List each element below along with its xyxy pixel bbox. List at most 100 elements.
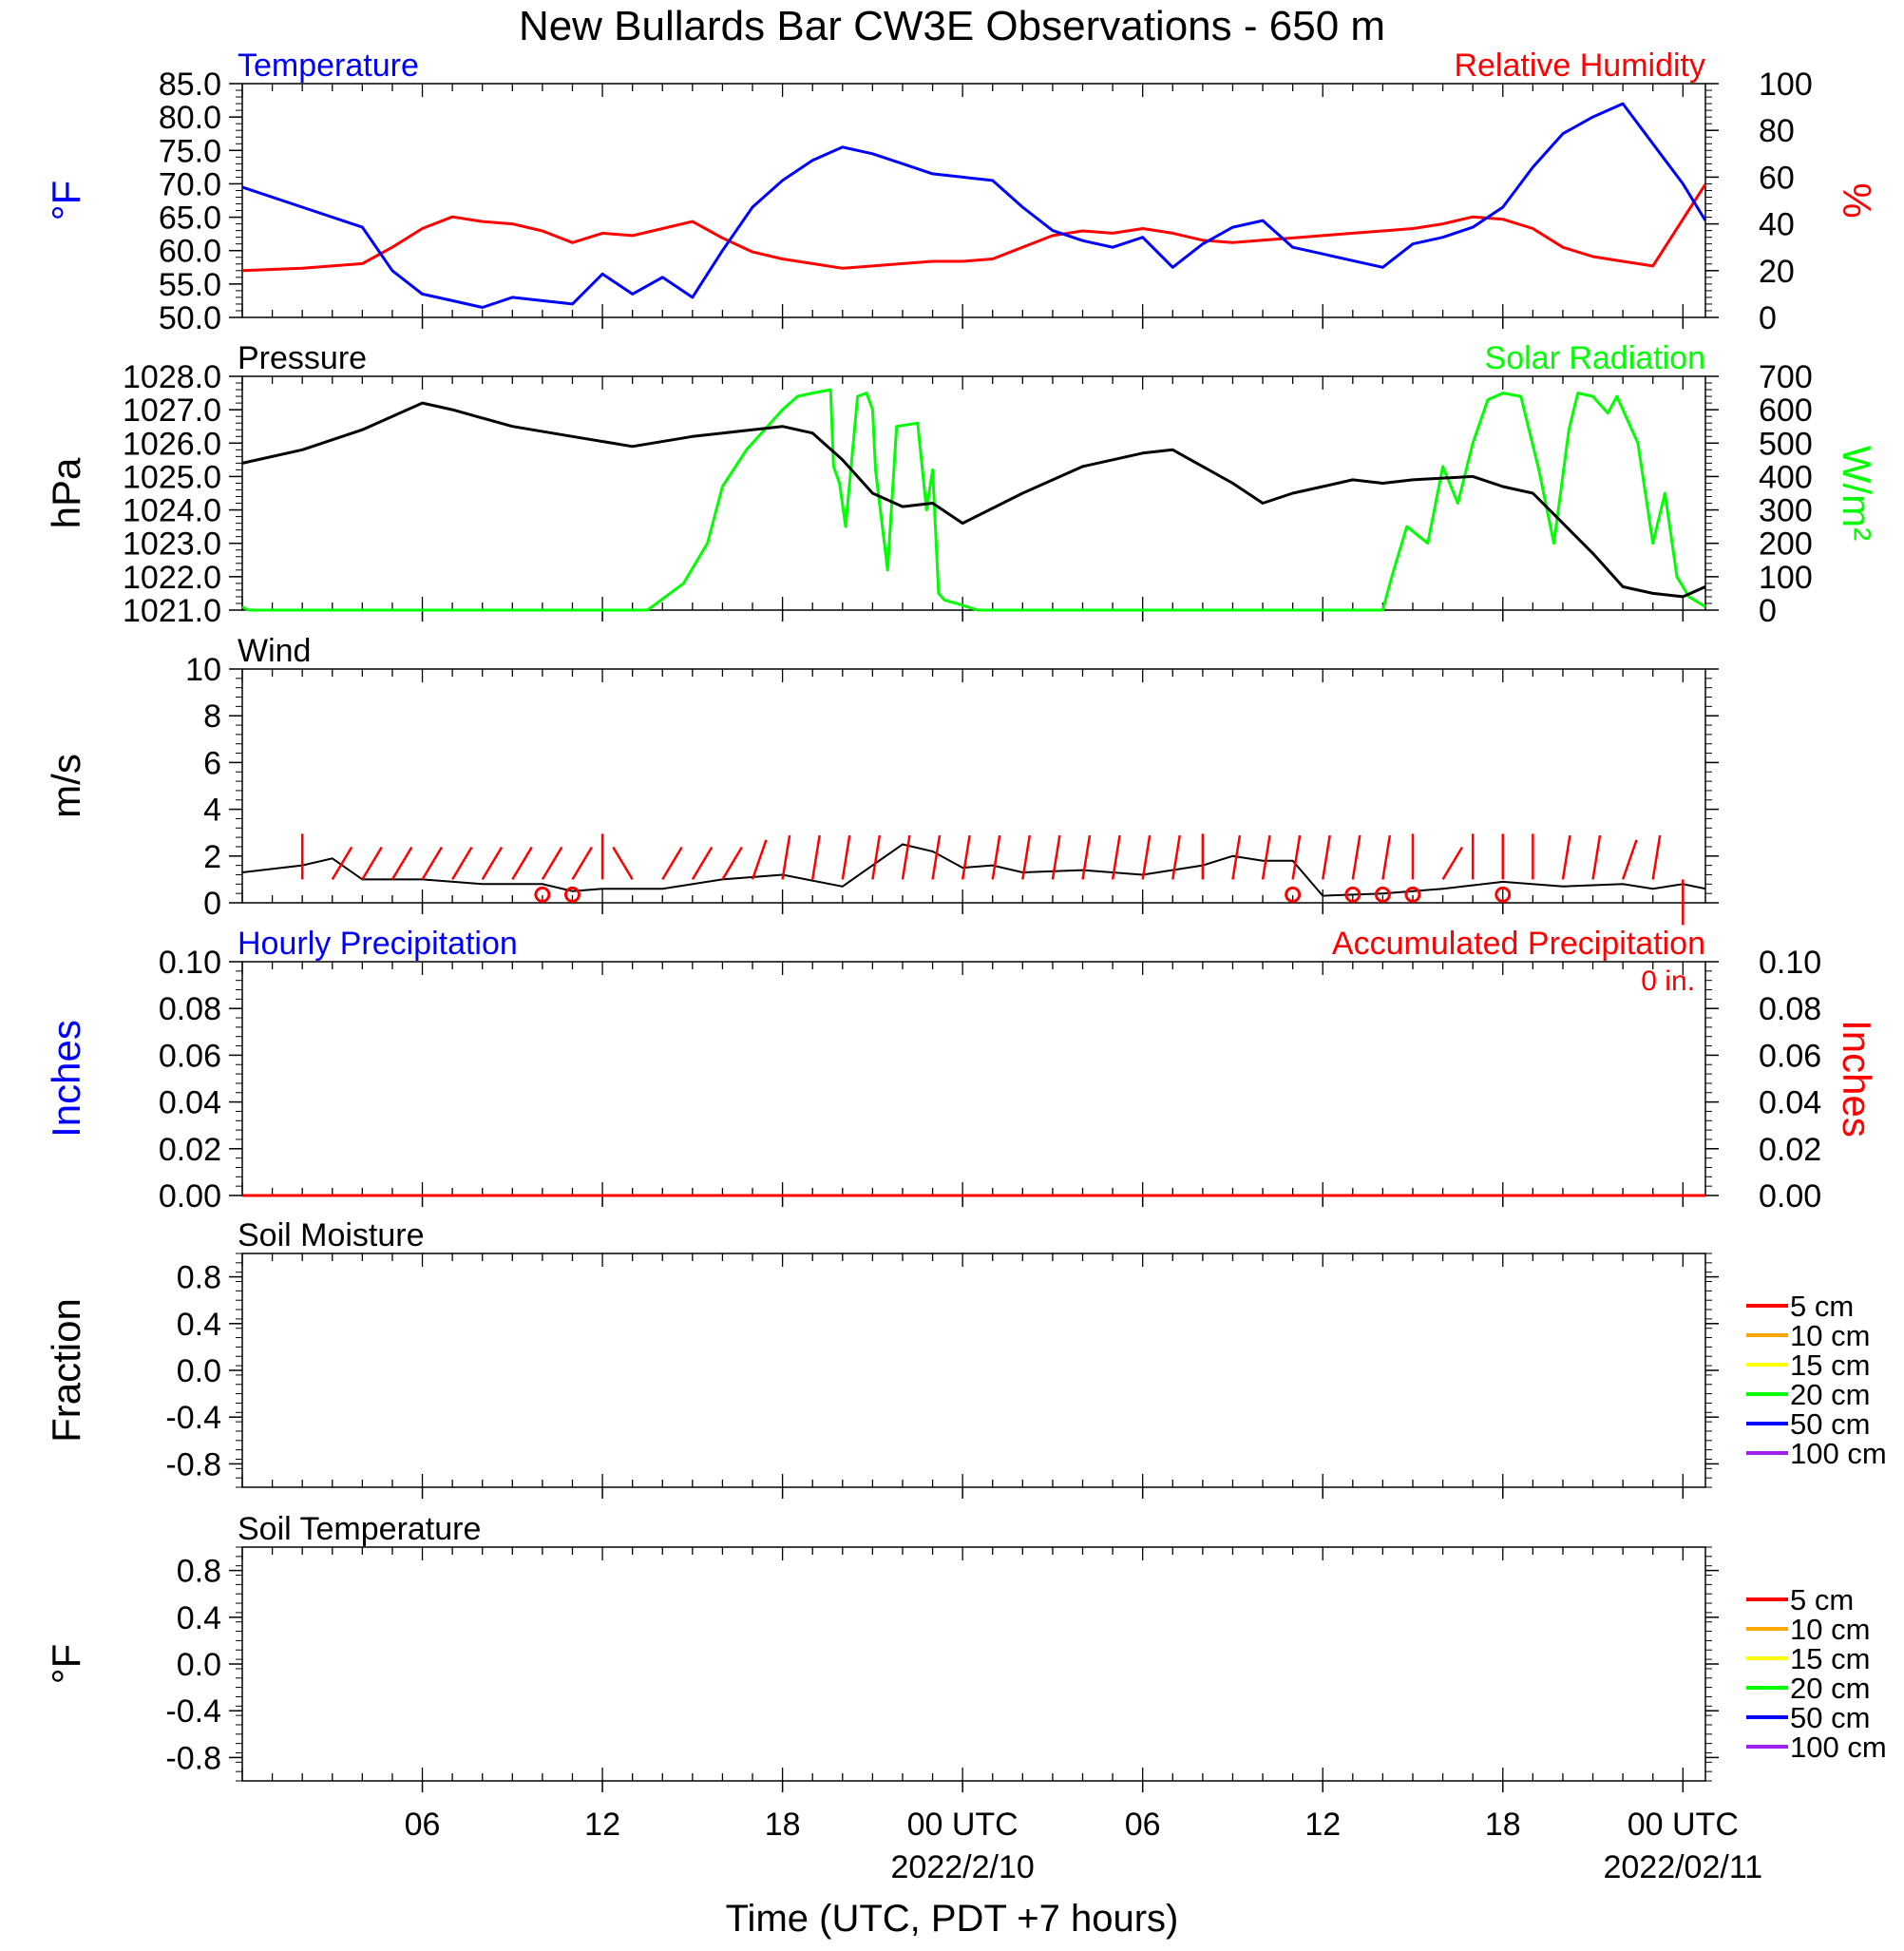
y-right-tick-label: 40 xyxy=(1759,207,1795,243)
x-tick-label: 00 UTC xyxy=(1628,1807,1739,1843)
y-right-tick-label: 300 xyxy=(1759,493,1813,529)
wind-barb xyxy=(991,834,1001,880)
y-tick-label: -0.4 xyxy=(165,1400,221,1436)
x-tick-label: 12 xyxy=(584,1807,620,1843)
y-tick-label: 1023.0 xyxy=(123,526,221,563)
wind-barb xyxy=(1651,834,1662,880)
x-tick-label: 12 xyxy=(1304,1807,1341,1843)
wind-barb xyxy=(1291,834,1302,880)
panel-pressure-solar: 1028.01027.01026.01025.01024.01023.01022… xyxy=(44,340,1879,629)
legend-entry: 100 cm xyxy=(1746,1731,1887,1764)
panel-precipitation: 0.10 0.08 0.06 0.04 0.02 0.00 0.10 0.08 0.06 0.04… xyxy=(44,926,1879,1215)
legend-label: 10 cm xyxy=(1790,1613,1870,1646)
wind-barb xyxy=(901,834,911,880)
calm-wind-marker xyxy=(1404,886,1421,903)
y-tick-label: 80.0 xyxy=(159,100,221,136)
calm-wind-marker xyxy=(1495,886,1512,903)
wind-barb xyxy=(1111,834,1121,880)
series-line-pressure xyxy=(241,401,1706,599)
panels: 85.080.075.070.065.060.055.050.010080604… xyxy=(44,48,1887,1792)
wind-barb xyxy=(781,834,791,880)
y-right-tick-label: 0.02 xyxy=(1759,1132,1821,1168)
plot-frame xyxy=(241,1546,1706,1782)
panel-title-left: Pressure xyxy=(238,340,367,376)
y-tick-label: 1028.0 xyxy=(123,359,221,395)
calm-wind-marker xyxy=(1374,886,1391,903)
panel-title-right: Accumulated Precipitation xyxy=(1332,926,1705,962)
series-line-wind-speed xyxy=(241,843,1706,897)
y-tick-label: 0.08 xyxy=(159,991,221,1027)
legend-label: 15 cm xyxy=(1790,1348,1870,1382)
y-right-tick-label: 100 xyxy=(1759,560,1813,596)
legend-label: 100 cm xyxy=(1790,1731,1887,1764)
wind-barb xyxy=(1441,846,1464,881)
calm-wind-marker xyxy=(534,886,551,903)
y-right-tick-label: 100 xyxy=(1759,67,1813,103)
legend-entry: 10 cm xyxy=(1746,1319,1870,1352)
y-right-tick-label: 20 xyxy=(1759,254,1795,290)
y-right-tick-label: 0.00 xyxy=(1759,1178,1821,1215)
calm-wind-marker xyxy=(563,886,581,903)
y-right-tick-label: 0 xyxy=(1759,593,1777,629)
y-tick-label: 1026.0 xyxy=(123,426,221,462)
plot-frame xyxy=(241,668,1706,904)
wind-barb xyxy=(1021,834,1032,880)
wind-barb xyxy=(1321,834,1331,880)
plot-frame xyxy=(241,83,1706,318)
y-axis-label-right: W/m² xyxy=(1835,446,1879,541)
wind-barb xyxy=(871,834,882,880)
x-axis-label: Time (UTC, PDT +7 hours) xyxy=(726,1898,1179,1940)
legend-entry: 15 cm xyxy=(1746,1348,1870,1382)
y-tick-label: 1025.0 xyxy=(123,459,221,495)
wind-barb xyxy=(612,846,634,881)
legend-label: 10 cm xyxy=(1790,1319,1870,1352)
wind-barb xyxy=(961,834,971,880)
wind-barb xyxy=(1171,834,1181,880)
y-tick-label: 70.0 xyxy=(159,166,221,202)
y-tick-label: 0.8 xyxy=(177,1260,221,1296)
y-tick-label: 0.4 xyxy=(177,1307,221,1343)
panel-title-left: Wind xyxy=(238,633,311,669)
y-tick-label: 75.0 xyxy=(159,133,221,169)
panel-title-left: Hourly Precipitation xyxy=(238,926,518,962)
x-tick-label: 06 xyxy=(1125,1807,1161,1843)
legend-entry: 20 cm xyxy=(1746,1672,1870,1705)
legend-entry: 10 cm xyxy=(1746,1613,1870,1646)
x-date-label: 2022/2/10 xyxy=(891,1849,1035,1885)
x-date-label: 2022/02/11 xyxy=(1603,1849,1762,1885)
y-tick-label: 0.4 xyxy=(177,1600,221,1636)
legend-label: 50 cm xyxy=(1790,1701,1870,1734)
y-tick-label: 0.02 xyxy=(159,1132,221,1168)
x-axis: 06 12 18 00 UTC 2022/2/10 06 12 18 00 UTC 2022/02… xyxy=(405,1807,1763,1885)
y-right-tick-label: 0.10 xyxy=(1759,945,1821,981)
wind-barb xyxy=(1381,834,1392,880)
series-line-temperature xyxy=(241,102,1707,309)
y-axis-label-right: % xyxy=(1835,182,1879,218)
wind-barb xyxy=(841,834,851,880)
calm-wind-marker xyxy=(1344,886,1361,903)
wind-barb xyxy=(1351,834,1361,880)
y-right-tick-label: 600 xyxy=(1759,392,1813,429)
y-axis-label-left: °F xyxy=(44,181,88,220)
y-axis-label-left: Fraction xyxy=(44,1298,88,1443)
y-right-tick-label: 0.08 xyxy=(1759,991,1821,1027)
wind-barb xyxy=(1561,834,1571,880)
panel-title-left: Soil Moisture xyxy=(238,1217,425,1253)
y-right-tick-label: 400 xyxy=(1759,459,1813,495)
y-tick-label: 60.0 xyxy=(159,234,221,270)
y-tick-label: 0.8 xyxy=(177,1554,221,1590)
y-right-tick-label: 80 xyxy=(1759,113,1795,149)
wind-barb xyxy=(1621,839,1638,880)
y-right-tick-label: 0.06 xyxy=(1759,1038,1821,1074)
y-axis-label-left: hPa xyxy=(44,457,88,528)
y-right-tick-label: 60 xyxy=(1759,160,1795,196)
legend-label: 20 cm xyxy=(1790,1672,1870,1705)
y-tick-label: -0.4 xyxy=(165,1693,221,1730)
wind-barb xyxy=(1141,834,1152,880)
wind-barb xyxy=(1591,834,1602,880)
wind-barb xyxy=(931,834,942,880)
panel-wind: 10 8 6 4 2 0 Wind m/s xyxy=(44,633,1719,926)
legend-entry: 5 cm xyxy=(1746,1290,1854,1323)
